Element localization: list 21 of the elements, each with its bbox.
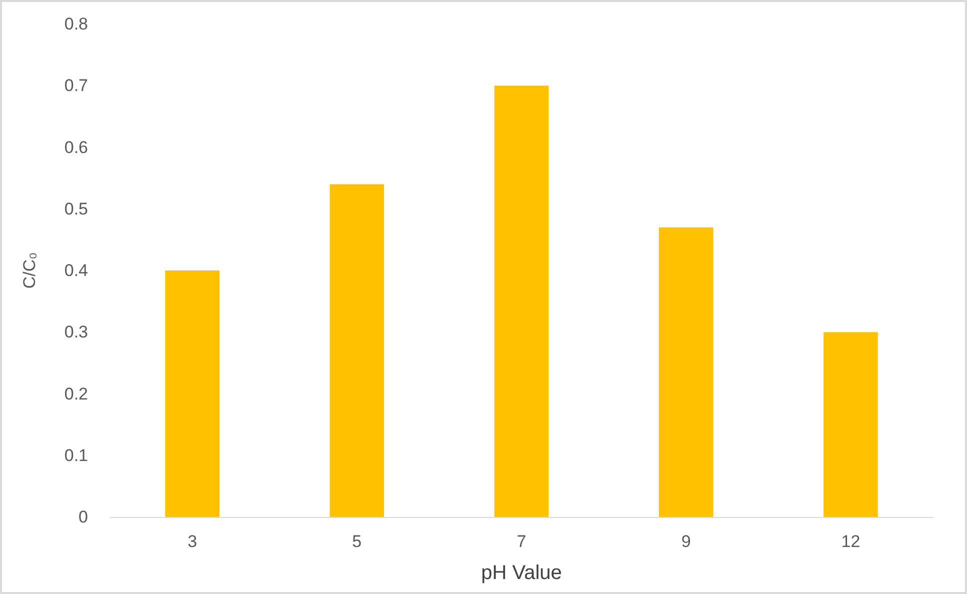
y-tick-label: 0.3 [64, 322, 88, 342]
y-axis-title: C/C₀ [20, 252, 39, 289]
x-tick-label: 7 [516, 532, 526, 551]
bar [658, 227, 714, 517]
y-tick-label: 0.2 [64, 384, 88, 404]
x-tick-label: 5 [352, 532, 362, 551]
bar [824, 332, 878, 517]
y-tick-label: 0.8 [64, 14, 88, 34]
y-tick-label: 0 [78, 508, 88, 526]
y-tick-label: 0.5 [64, 199, 88, 218]
x-tick-label: 9 [681, 532, 691, 551]
bar [494, 86, 549, 517]
x-tick-label: 12 [841, 532, 860, 551]
y-tick-label: 0.6 [64, 138, 88, 157]
bar [330, 184, 384, 517]
x-tick-label: 3 [188, 532, 198, 551]
x-axis-title: pH Value [481, 562, 562, 584]
bar [165, 270, 220, 517]
y-tick-label: 0.1 [64, 446, 88, 465]
y-tick-label: 0.4 [64, 261, 88, 280]
y-tick-label: 0.7 [64, 76, 88, 96]
